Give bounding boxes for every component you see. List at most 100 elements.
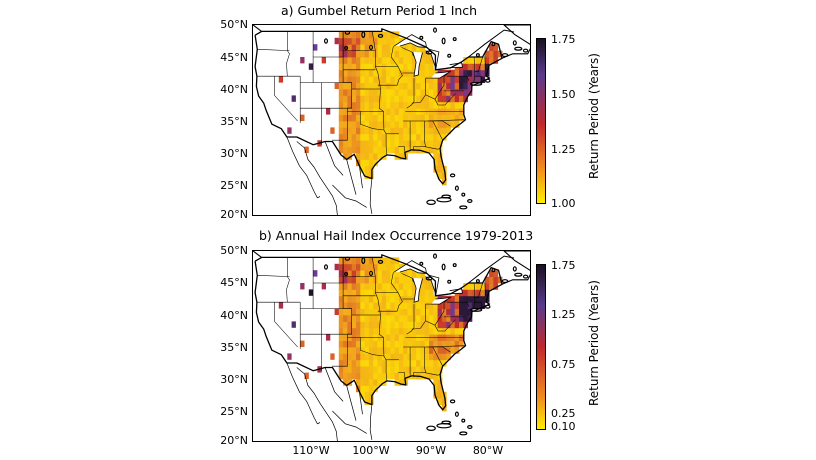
hail-cell: [390, 340, 396, 348]
hail-cell: [398, 82, 404, 90]
hail-cell: [381, 76, 387, 83]
hail-cell: [386, 302, 391, 309]
hail-cell: [343, 121, 348, 128]
hail-cell: [386, 50, 391, 58]
hail-cell: [338, 283, 344, 290]
hail-cell: [441, 398, 447, 405]
hail-cell: [471, 69, 477, 77]
hail-cell: [368, 114, 374, 122]
hail-cell: [364, 101, 370, 109]
hail-cell: [394, 276, 400, 284]
hail-cell: [446, 340, 451, 348]
hail-cell: [381, 359, 387, 367]
hail-cell: [351, 44, 357, 51]
hail-cell: [351, 263, 357, 271]
hail-cell: [356, 31, 361, 39]
hail-cell: [403, 321, 408, 329]
hail-cell: [347, 121, 353, 128]
hail-cell: [467, 308, 473, 316]
hail-cell: [347, 140, 353, 147]
hail-cell: [386, 327, 391, 335]
hail-cell: [347, 44, 353, 51]
coastline-island: [485, 304, 491, 309]
colorbar-tick: 1.00: [551, 197, 576, 210]
hail-cell: [338, 263, 344, 271]
hail-cell: [368, 165, 374, 173]
hail-cell: [424, 146, 430, 154]
hail-cell: [450, 121, 456, 128]
hail-cell: [467, 69, 473, 77]
hail-cell: [437, 76, 443, 83]
hail-cell: [394, 127, 400, 135]
hail-cell: [390, 69, 396, 77]
hail-cell: [450, 69, 456, 77]
hail-cell: [373, 353, 378, 361]
hail-cell: [437, 127, 443, 135]
hail-cell: [343, 263, 348, 271]
coastline-island: [344, 272, 349, 277]
hail-cell: [416, 315, 421, 322]
hail-cell: [420, 359, 426, 367]
hail-cell: [364, 315, 370, 322]
hail-cell: [351, 76, 357, 83]
hail-cell: [407, 63, 413, 71]
hail-cell: [480, 69, 486, 77]
hail-cell: [446, 101, 451, 109]
hail-cell: [343, 302, 348, 309]
hail-cell: [368, 276, 374, 284]
hail-cell: [338, 295, 344, 303]
hail-cell: [373, 146, 378, 154]
hail-cell: [356, 257, 361, 265]
colorbar-tick: 1.25: [551, 308, 576, 321]
hail-cell: [356, 57, 361, 64]
hail-cell: [441, 82, 447, 90]
hail-cell: [446, 315, 451, 322]
hail-cell: [338, 114, 344, 122]
hail-cell: [364, 57, 370, 64]
coastline-island: [512, 266, 517, 272]
hail-cell: [394, 108, 400, 115]
hail-cell: [343, 315, 348, 322]
hail-cell: [433, 353, 438, 361]
hail-cell: [407, 76, 413, 83]
hail-cell: [381, 270, 387, 277]
coastline-island: [323, 264, 328, 270]
hail-cell: [394, 101, 400, 109]
coastline-island: [344, 46, 349, 51]
hail-cell: [416, 302, 421, 309]
hail-cell: [300, 114, 305, 121]
coastline-island: [514, 272, 523, 277]
hail-cell: [454, 101, 460, 109]
hail-cell: [381, 283, 387, 290]
hail-cell: [424, 347, 430, 354]
hail-cell: [416, 127, 421, 135]
hail-cell: [343, 340, 348, 348]
hail-cell: [334, 308, 339, 315]
hail-cell: [484, 57, 490, 64]
hail-cell: [368, 57, 374, 64]
hail-cell: [403, 121, 408, 128]
hail-cell: [398, 44, 404, 51]
hail-cell: [463, 69, 468, 77]
hail-cell: [390, 257, 396, 265]
hail-cell: [373, 69, 378, 77]
hail-cell: [467, 76, 473, 83]
hail-cell: [326, 334, 331, 341]
hail-cell: [424, 340, 430, 348]
hail-cell: [351, 276, 357, 284]
coastline-island: [441, 37, 446, 45]
hail-cell: [407, 89, 413, 96]
hail-cell: [381, 121, 387, 128]
hail-cell: [351, 63, 357, 71]
coastline-island: [425, 276, 433, 281]
hail-cell: [420, 89, 426, 96]
colorbar-tick: 0.10: [551, 420, 576, 433]
hail-cell: [338, 57, 344, 64]
hail-cell: [467, 295, 473, 303]
hail-cell: [377, 315, 383, 322]
hail-cell: [398, 153, 404, 160]
hail-cell: [394, 82, 400, 90]
hail-cell: [454, 82, 460, 90]
hail-cell: [338, 308, 344, 316]
hail-cell: [411, 340, 417, 348]
